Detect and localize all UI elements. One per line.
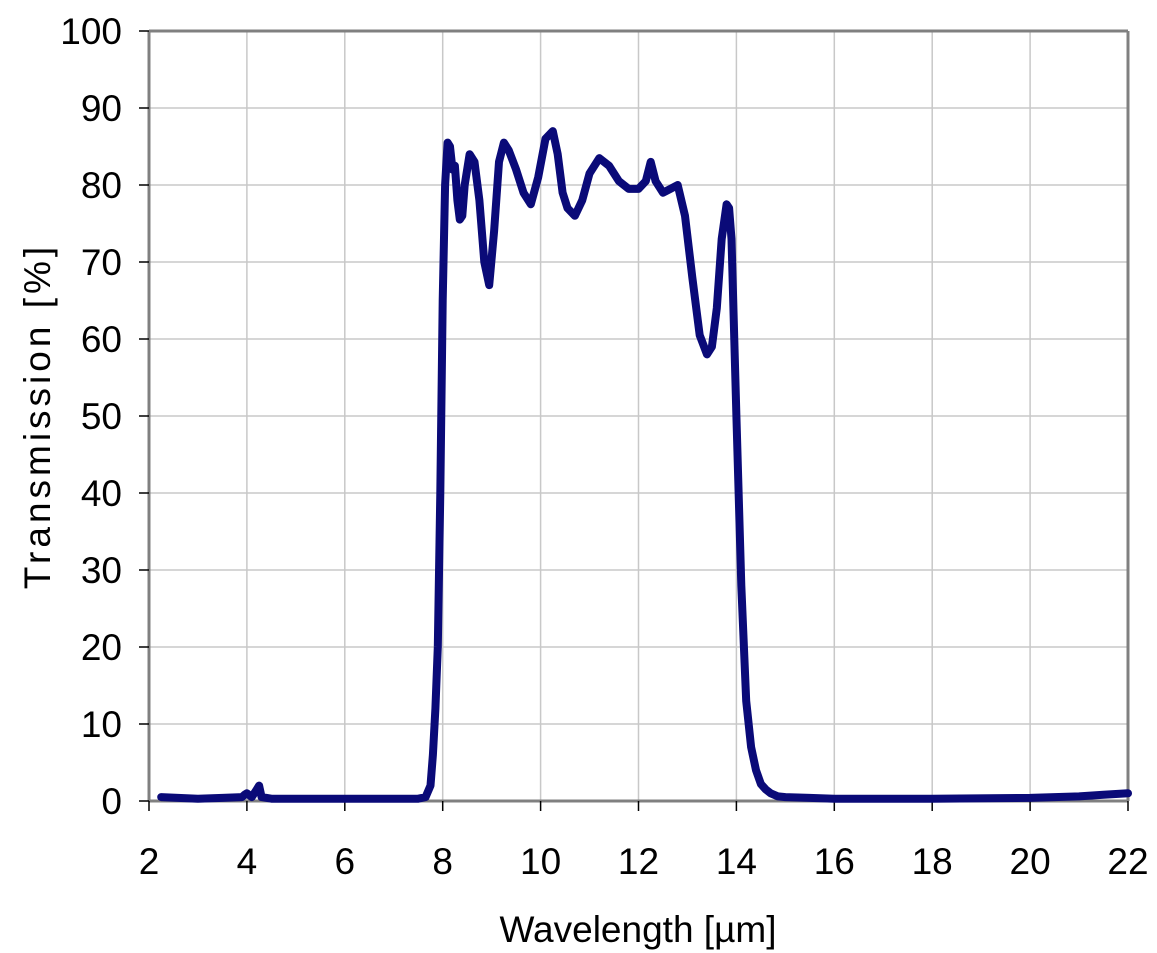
y-tick-label: 90 bbox=[81, 88, 122, 129]
x-tick-label: 14 bbox=[716, 841, 757, 882]
x-tick-label: 20 bbox=[1010, 841, 1051, 882]
x-tick-label: 8 bbox=[432, 841, 453, 882]
y-tick-label: 30 bbox=[81, 550, 122, 591]
x-tick-label: 18 bbox=[912, 841, 953, 882]
x-tick-label: 4 bbox=[237, 841, 258, 882]
x-axis-ticks: 2 4 6 8 10 12 14 16 18 20 22 bbox=[139, 801, 1149, 882]
y-tick-label: 10 bbox=[81, 704, 122, 745]
x-tick-label: 22 bbox=[1107, 841, 1148, 882]
y-tick-label: 20 bbox=[81, 627, 122, 668]
transmission-series-line bbox=[157, 127, 1132, 803]
x-axis-title: Wavelength [µm] bbox=[500, 909, 777, 950]
x-tick-label: 16 bbox=[814, 841, 855, 882]
x-tick-label: 2 bbox=[139, 841, 160, 882]
y-tick-label: 0 bbox=[101, 781, 122, 822]
y-tick-label: 60 bbox=[81, 319, 122, 360]
x-tick-label: 10 bbox=[520, 841, 561, 882]
y-axis-ticks: 0 10 20 30 40 50 60 70 80 90 100 bbox=[60, 11, 149, 822]
series-layer bbox=[157, 127, 1132, 803]
y-tick-label: 100 bbox=[60, 11, 122, 52]
y-tick-label: 50 bbox=[81, 396, 122, 437]
y-tick-label: 80 bbox=[81, 165, 122, 206]
x-tick-label: 12 bbox=[618, 841, 659, 882]
x-tick-label: 6 bbox=[335, 841, 356, 882]
y-tick-label: 70 bbox=[81, 242, 122, 283]
y-tick-label: 40 bbox=[81, 473, 122, 514]
y-axis-title: Transmission [%] bbox=[17, 243, 58, 589]
